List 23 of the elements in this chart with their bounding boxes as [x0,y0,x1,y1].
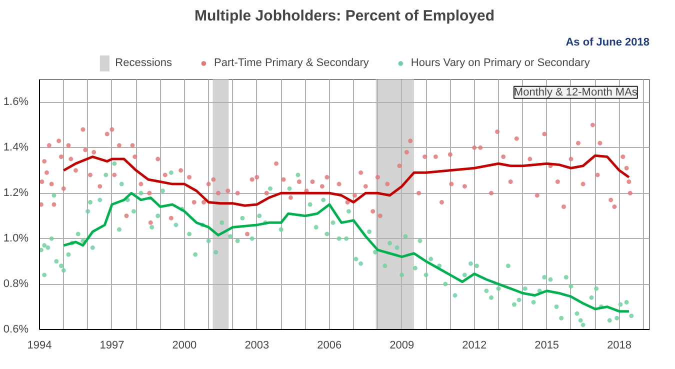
legend-label: Part-Time Primary & Secondary [214,57,369,69]
x-tick-label: 2018 [607,340,632,352]
x-tick-label: 2000 [172,340,197,352]
text: As of June 2018 [566,36,650,48]
legend-label: Recessions [115,57,172,69]
x-tick-label: 2006 [317,340,342,352]
x-tick-label: 2003 [244,340,270,352]
legend-label: Hours Vary on Primary or Secondary [410,57,590,69]
x-tick-label: 2012 [462,340,487,352]
y-tick-label: 0.8% [3,278,29,290]
y-tick-label: 1.6% [3,96,29,108]
y-tick-label: 1.0% [3,232,29,245]
chart-title: Multiple Jobholders: Percent of Employed [194,8,495,24]
line-series [62,154,630,207]
x-tick-label: 1997 [100,340,124,352]
y-tick-label: 1.2% [3,187,29,200]
y-tick-label: 1.4% [3,142,29,154]
y-tick-label: 0.6% [3,324,29,336]
annotation: Monthly & 12-Month MAs [514,86,638,98]
x-tick-label: 2015 [534,340,560,352]
x-tick-label: 2009 [390,340,414,352]
x-tick-label: 1994 [27,340,52,352]
line-series [62,192,630,313]
